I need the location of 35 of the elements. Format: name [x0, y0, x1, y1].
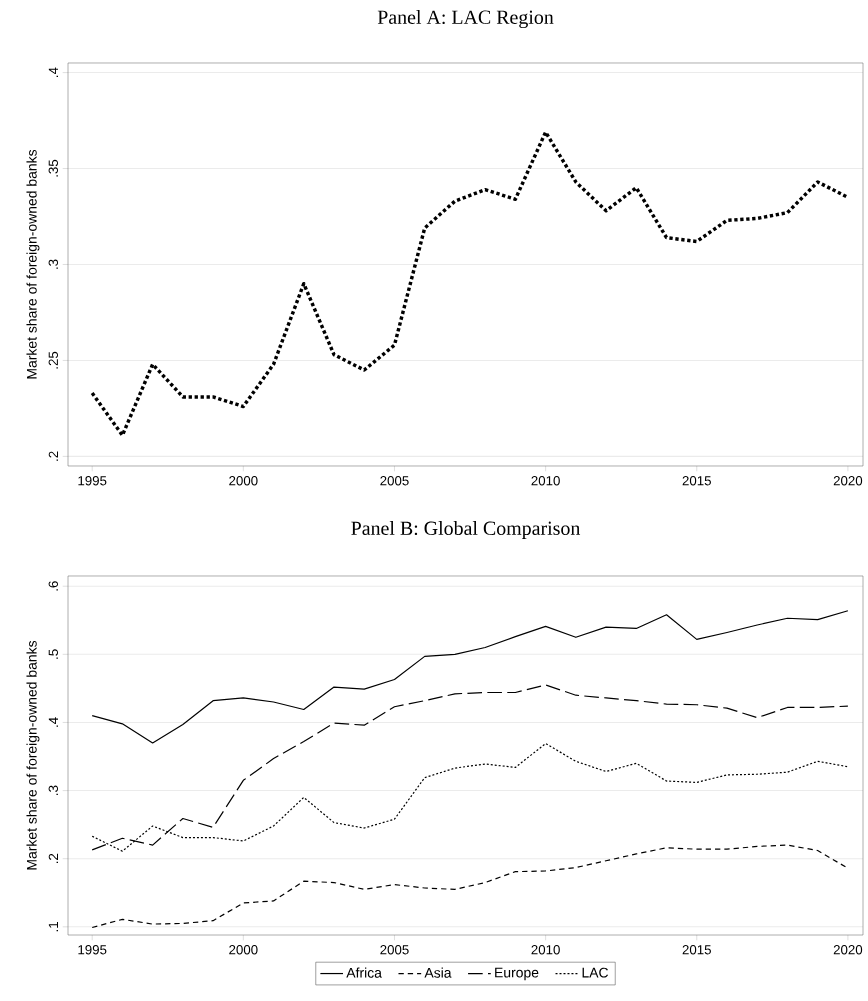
x-tick-label: 2005 — [380, 476, 409, 486]
x-tick-label: 2005 — [380, 945, 409, 955]
x-tick-label: 2000 — [229, 476, 258, 486]
y-tick-label: .3 — [48, 259, 58, 269]
line-series — [91, 844, 849, 929]
legend-label: Africa — [346, 967, 382, 978]
x-tick-label: 1995 — [78, 945, 107, 955]
chart-title: Panel B: Global Comparison — [351, 521, 581, 540]
y-tick-label: .2 — [48, 451, 58, 461]
y-axis-title: Market share of foreign-owned banks — [26, 149, 40, 379]
line-series — [91, 684, 849, 851]
chart-title: Panel A: LAC Region — [377, 9, 554, 29]
y-tick-label: .1 — [48, 921, 58, 932]
y-tick-label: .3 — [48, 785, 58, 795]
legend-label: LAC — [582, 967, 609, 978]
x-tick-label: 2020 — [833, 945, 863, 955]
x-tick-label: 2015 — [682, 476, 711, 486]
x-tick-label: 2020 — [833, 476, 863, 486]
x-tick-label: 2010 — [531, 945, 560, 955]
y-tick-label: .35 — [48, 159, 58, 177]
y-tick-label: .4 — [48, 717, 58, 727]
y-tick-label: .2 — [48, 853, 58, 864]
x-tick-label: 1995 — [78, 476, 107, 486]
y-tick-label: .25 — [48, 351, 58, 369]
x-tick-label: 2015 — [682, 945, 711, 955]
line-series — [90, 130, 850, 438]
x-tick-label: 2000 — [229, 945, 258, 955]
x-tick-label: 2010 — [531, 476, 560, 486]
legend-label: Europe — [495, 967, 539, 981]
y-tick-label: .5 — [48, 649, 58, 659]
legend-label: Asia — [424, 967, 452, 978]
y-axis-title: Market share of foreign-owned banks — [26, 640, 40, 870]
line-series — [91, 610, 849, 744]
y-tick-label: .6 — [48, 581, 58, 591]
y-tick-label: .4 — [48, 67, 58, 77]
